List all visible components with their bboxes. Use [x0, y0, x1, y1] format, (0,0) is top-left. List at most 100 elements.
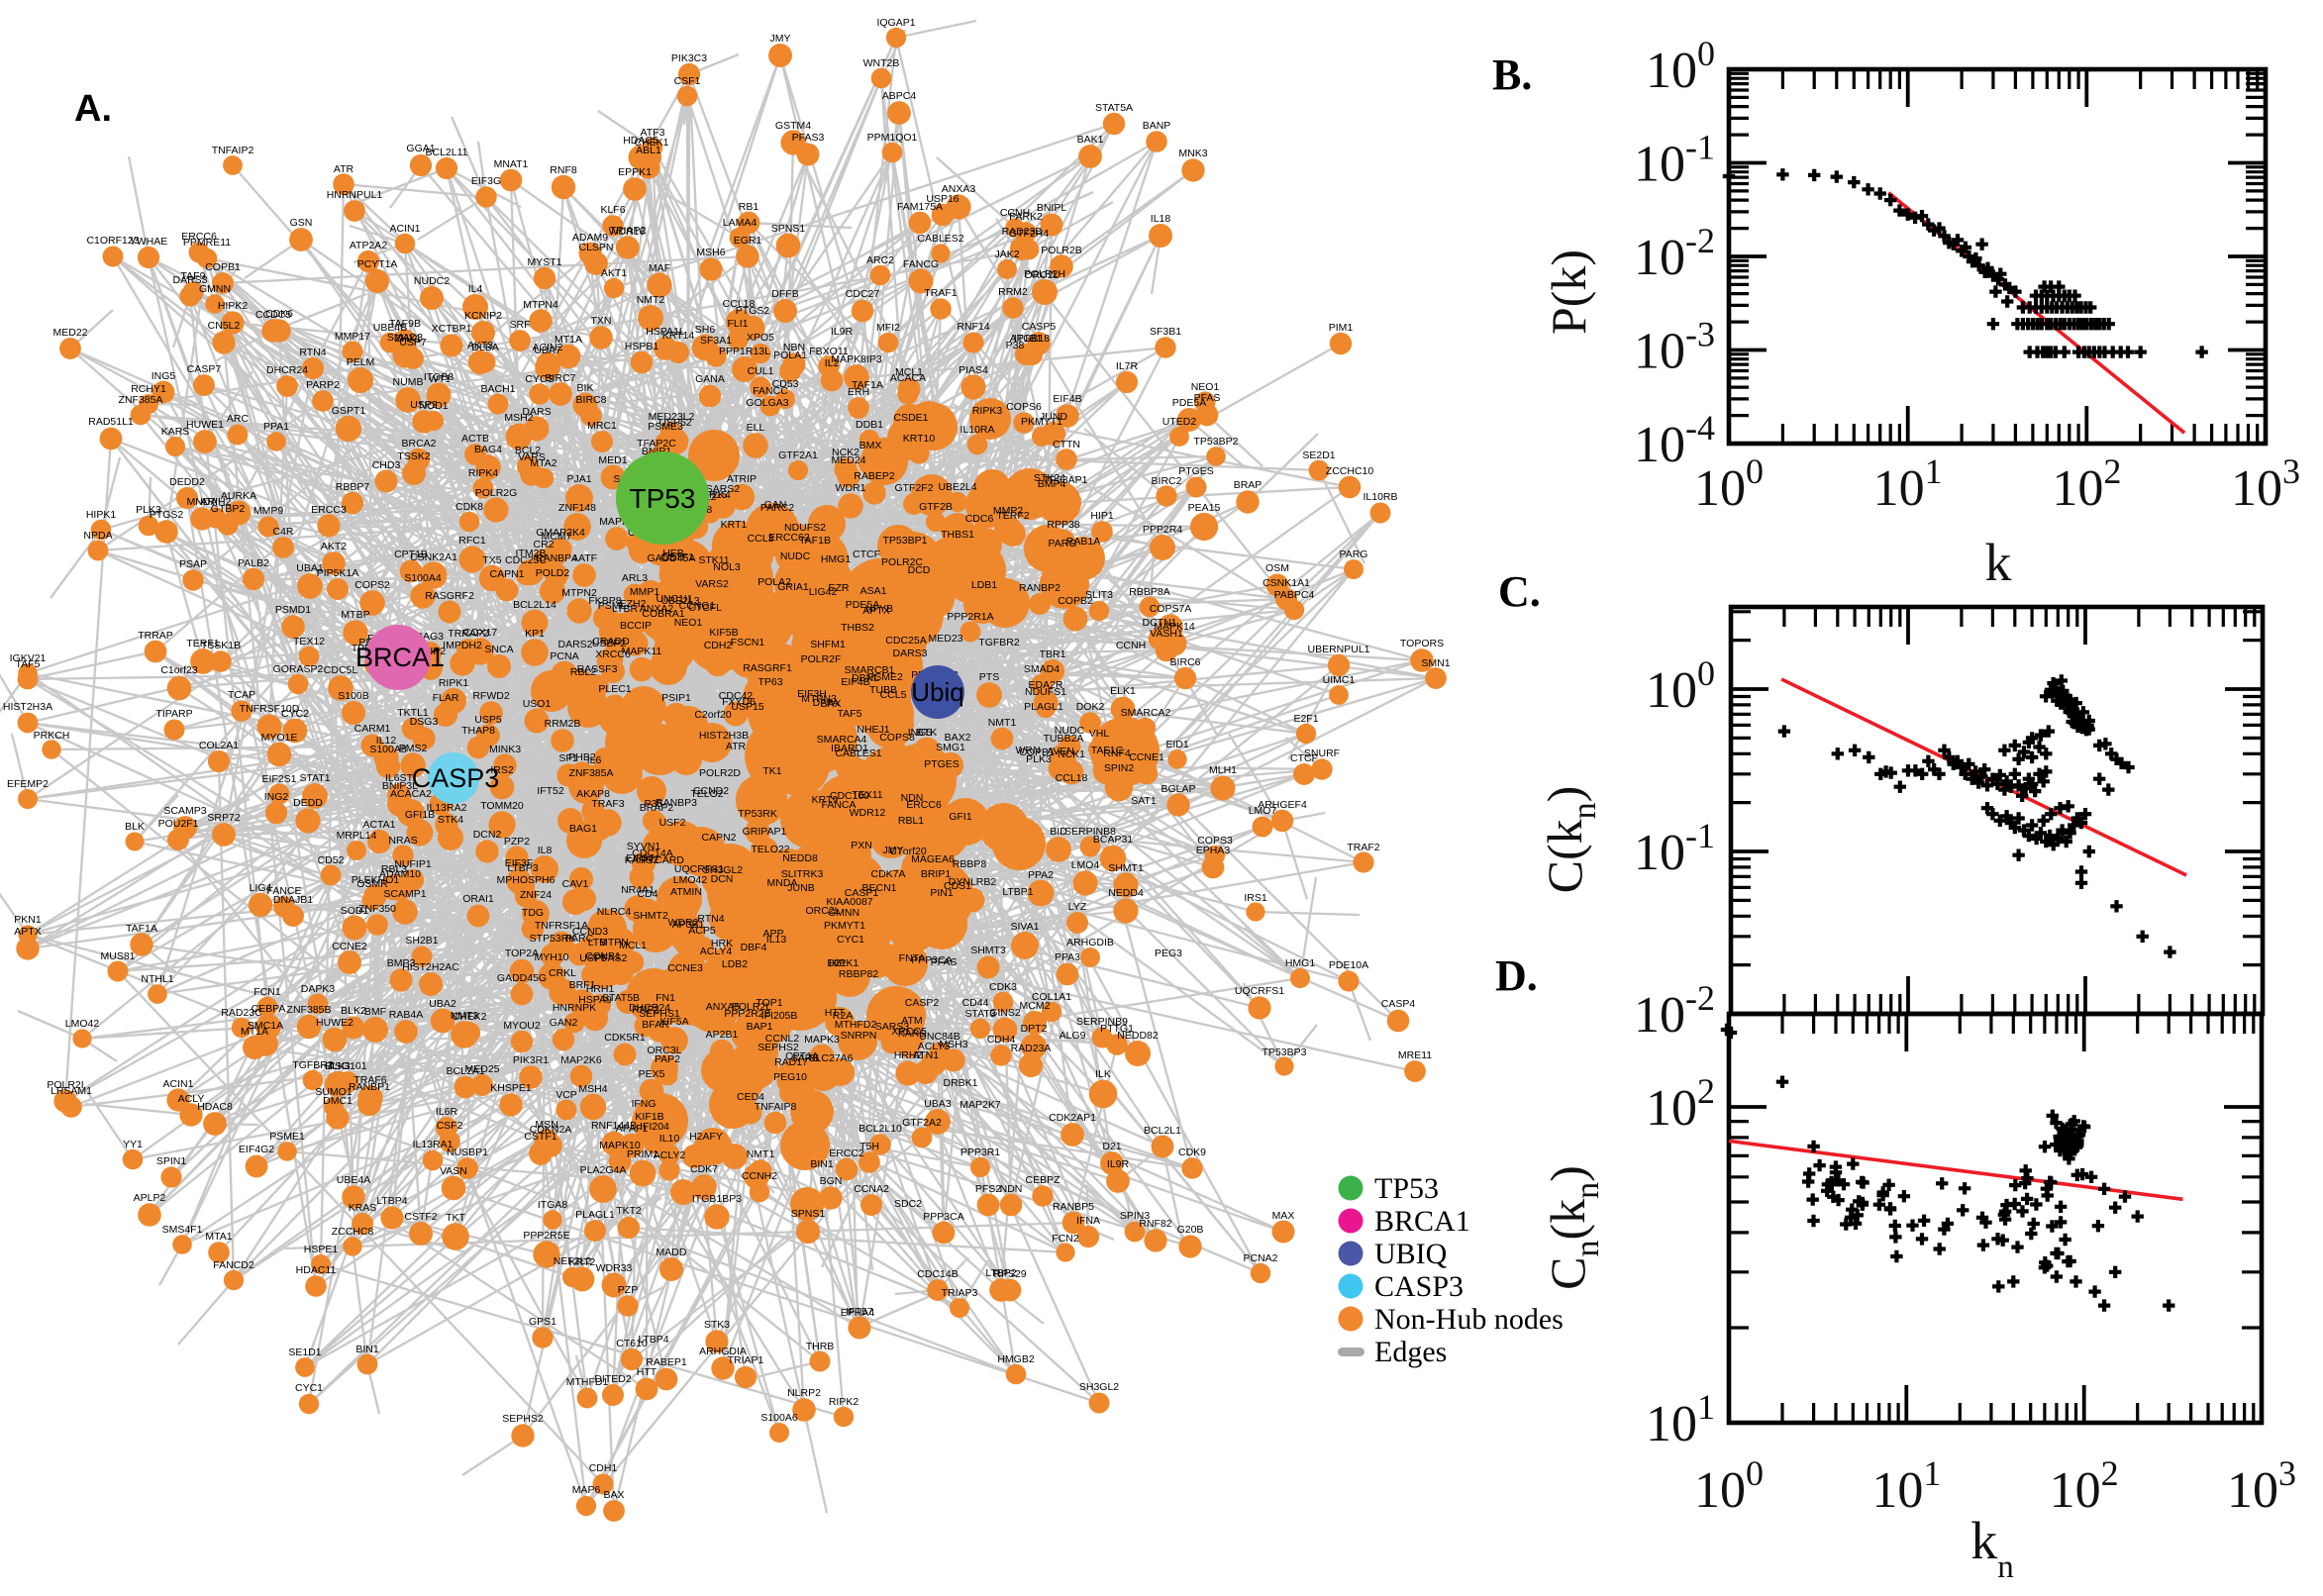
svg-text:NUDC: NUDC	[1055, 725, 1085, 737]
svg-text:IFI205B: IFI205B	[761, 1010, 798, 1022]
svg-text:PTGS2: PTGS2	[736, 305, 770, 317]
svg-text:PARG: PARG	[1340, 549, 1368, 560]
svg-text:TRRAP2: TRRAP2	[448, 628, 489, 640]
svg-text:PCNA: PCNA	[550, 650, 578, 662]
svg-text:IL12: IL12	[376, 735, 397, 747]
svg-text:WDR1: WDR1	[836, 482, 866, 494]
svg-text:NOL3: NOL3	[713, 561, 741, 573]
svg-text:COPB1: COPB1	[205, 261, 241, 273]
svg-text:PELM: PELM	[347, 356, 375, 368]
svg-text:XCTBP1: XCTBP1	[432, 323, 472, 335]
svg-text:DARS3: DARS3	[892, 648, 927, 659]
svg-text:KIF5B: KIF5B	[709, 627, 738, 639]
svg-text:KRT9: KRT9	[812, 794, 839, 806]
svg-text:FN1: FN1	[656, 992, 675, 1004]
svg-text:ZCCHC10: ZCCHC10	[1326, 465, 1374, 477]
svg-text:SPIN3: SPIN3	[1120, 1210, 1151, 1222]
svg-text:SARS3: SARS3	[875, 1021, 910, 1033]
svg-text:SH6: SH6	[695, 324, 716, 336]
svg-text:RBL3: RBL3	[381, 863, 407, 875]
svg-text:MYOU2: MYOU2	[503, 1020, 541, 1032]
svg-text:D21: D21	[827, 957, 846, 969]
svg-text:FNTA: FNTA	[899, 952, 926, 964]
svg-text:RBBP82: RBBP82	[839, 968, 878, 980]
svg-text:MTPN4: MTPN4	[523, 299, 558, 311]
svg-text:STAT3: STAT3	[964, 1008, 995, 1020]
svg-text:AP2B1: AP2B1	[706, 1029, 739, 1041]
svg-text:CASP3: CASP3	[412, 763, 500, 793]
svg-text:CDS1: CDS1	[944, 880, 971, 892]
svg-text:CCL18: CCL18	[723, 298, 756, 310]
svg-text:OSM: OSM	[1265, 562, 1289, 574]
svg-text:CCND2: CCND2	[693, 785, 729, 797]
svg-text:RNF14: RNF14	[957, 321, 989, 333]
svg-text:CEBPA: CEBPA	[252, 1003, 286, 1015]
svg-text:ACLY2: ACLY2	[654, 1149, 686, 1161]
svg-text:MAP2K6: MAP2K6	[560, 1054, 602, 1066]
svg-text:HUWE2: HUWE2	[316, 1017, 354, 1029]
svg-text:GINS2: GINS2	[989, 1007, 1021, 1019]
svg-text:MINK3: MINK3	[489, 744, 521, 755]
svg-text:NCK1: NCK1	[1058, 748, 1085, 760]
svg-text:IL9R: IL9R	[1107, 1158, 1130, 1170]
svg-text:NUMB: NUMB	[393, 376, 424, 388]
svg-text:SDC2: SDC2	[894, 1198, 922, 1210]
svg-text:HSPE1: HSPE1	[304, 1244, 339, 1255]
svg-text:KIAA0087: KIAA0087	[826, 896, 872, 908]
svg-text:RASGRF2: RASGRF2	[425, 590, 474, 602]
svg-text:ERH: ERH	[848, 386, 869, 398]
svg-text:CCDC5: CCDC5	[255, 309, 291, 321]
svg-text:CASP5: CASP5	[1022, 321, 1057, 333]
svg-text:POLD2: POLD2	[536, 567, 570, 579]
svg-text:UQCRFS1: UQCRFS1	[674, 863, 724, 875]
svg-text:PHB2: PHB2	[568, 751, 596, 763]
svg-text:ATF3: ATF3	[641, 127, 665, 139]
svg-text:LIG42: LIG42	[809, 586, 838, 598]
svg-text:IL2: IL2	[825, 357, 840, 369]
svg-text:MYST1: MYST1	[527, 256, 561, 268]
svg-text:CDC5L: CDC5L	[324, 664, 358, 676]
svg-text:FSCN1: FSCN1	[731, 637, 765, 648]
svg-text:MTHFD2: MTHFD2	[835, 1019, 877, 1031]
svg-text:JAK2: JAK2	[994, 249, 1019, 260]
svg-text:ABPC4: ABPC4	[882, 90, 917, 102]
svg-text:SLIT3: SLIT3	[1085, 589, 1113, 601]
svg-text:VCP: VCP	[556, 1089, 577, 1101]
svg-text:CED4: CED4	[737, 1091, 764, 1103]
svg-text:10-2: 10-2	[1634, 978, 1715, 1044]
svg-text:RRM2: RRM2	[998, 286, 1028, 298]
svg-text:FBXO11: FBXO11	[809, 346, 849, 357]
svg-text:RABEP1: RABEP1	[646, 1356, 687, 1368]
svg-text:PTTG1: PTTG1	[1100, 1023, 1134, 1035]
svg-text:HIPK1: HIPK1	[86, 509, 117, 521]
svg-text:PEA15: PEA15	[1188, 502, 1221, 514]
svg-text:CDC27: CDC27	[846, 288, 880, 300]
svg-text:CABLES2: CABLES2	[917, 233, 963, 245]
svg-text:NLRC4: NLRC4	[597, 906, 632, 918]
svg-text:IFT52: IFT52	[537, 785, 564, 797]
svg-text:CDC42: CDC42	[719, 690, 754, 702]
svg-text:GSPT1: GSPT1	[332, 405, 366, 417]
svg-text:MSH3: MSH3	[939, 1039, 967, 1050]
svg-text:CRKL: CRKL	[549, 967, 576, 979]
svg-text:BCL2L10: BCL2L10	[858, 1123, 902, 1135]
svg-text:LTB: LTB	[588, 937, 606, 948]
svg-text:ELL: ELL	[747, 422, 765, 434]
svg-text:FANCE: FANCE	[266, 885, 301, 897]
svg-text:MTPN2: MTPN2	[561, 587, 597, 599]
svg-text:LTBP4: LTBP4	[638, 1334, 668, 1346]
svg-text:BID: BID	[1050, 826, 1067, 838]
svg-text:NEO1: NEO1	[674, 617, 703, 629]
svg-text:TRIAP3: TRIAP3	[942, 1287, 978, 1299]
svg-text:SEPHS2: SEPHS2	[502, 1413, 544, 1425]
svg-text:DCD: DCD	[908, 564, 931, 576]
svg-text:XRCC6: XRCC6	[595, 648, 631, 660]
svg-text:ATM: ATM	[901, 1015, 922, 1027]
svg-text:PYCARD: PYCARD	[641, 854, 684, 866]
svg-text:PTGES: PTGES	[1178, 465, 1214, 477]
svg-text:FLI1: FLI1	[727, 318, 748, 330]
svg-text:PZP: PZP	[618, 1284, 638, 1296]
svg-text:GMNN: GMNN	[828, 907, 859, 919]
svg-text:MTHFD1: MTHFD1	[566, 1376, 609, 1388]
svg-text:VASN: VASN	[440, 1165, 467, 1177]
